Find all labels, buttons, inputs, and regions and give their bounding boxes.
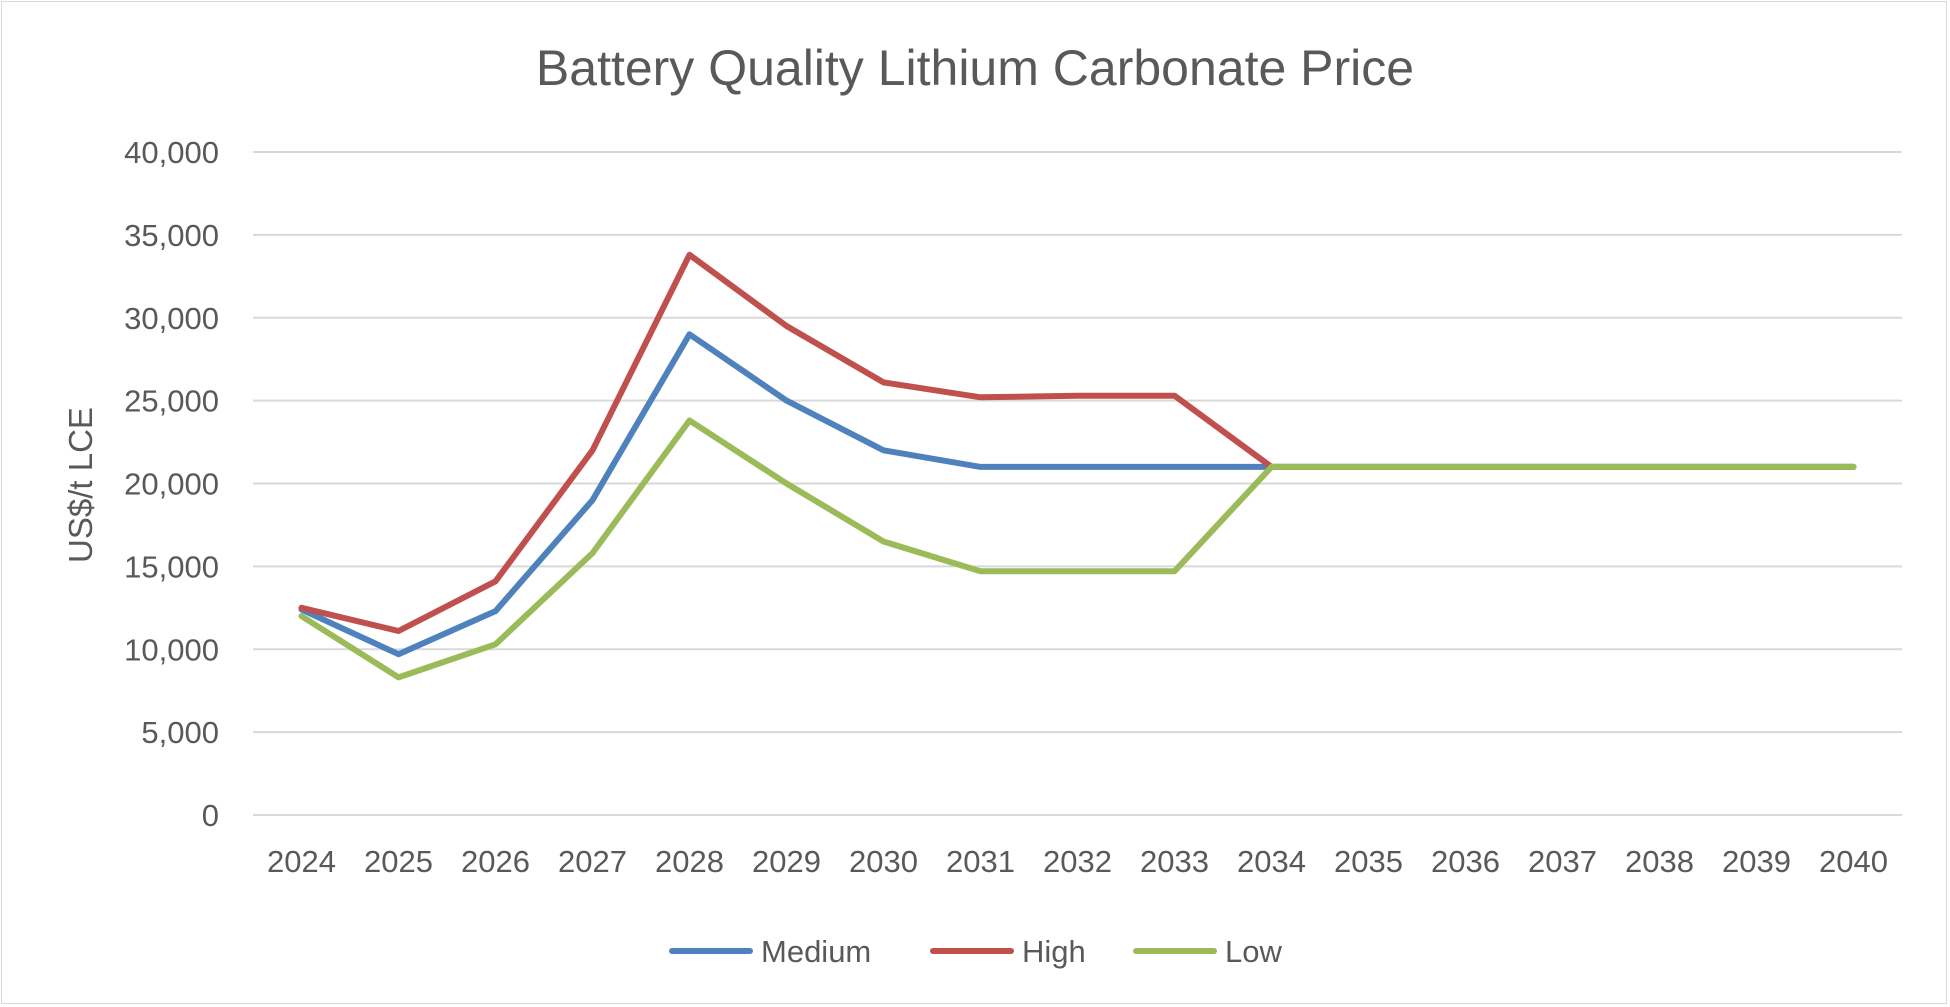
x-tick-label: 2033 xyxy=(1140,844,1209,879)
y-tick-label: 10,000 xyxy=(124,632,219,667)
y-tick-label: 25,000 xyxy=(124,384,219,419)
legend: Medium High Low xyxy=(669,934,1282,969)
y-tick-label: 5,000 xyxy=(141,715,219,750)
x-tick-label: 2035 xyxy=(1334,844,1403,879)
y-axis-label: US$/t LCE xyxy=(62,407,99,563)
x-tick-label: 2031 xyxy=(946,844,1015,879)
gridlines xyxy=(253,151,1902,816)
x-tick-label: 2029 xyxy=(752,844,821,879)
x-tick-label: 2032 xyxy=(1043,844,1112,879)
y-axis-ticks: 0 5,000 10,000 15,000 20,000 25,000 30,000 35,0… xyxy=(124,135,219,833)
chart-title: Battery Quality Lithium Carbonate Price xyxy=(536,40,1414,96)
x-tick-label: 2036 xyxy=(1431,844,1500,879)
y-tick-label: 0 xyxy=(202,798,219,833)
x-tick-label: 2025 xyxy=(364,844,433,879)
x-tick-label: 2028 xyxy=(655,844,724,879)
legend-label-high: High xyxy=(1022,934,1086,969)
y-tick-label: 20,000 xyxy=(124,467,219,502)
legend-label-medium: Medium xyxy=(761,934,871,969)
x-tick-label: 2039 xyxy=(1722,844,1791,879)
x-tick-label: 2038 xyxy=(1625,844,1694,879)
y-tick-label: 35,000 xyxy=(124,218,219,253)
x-tick-label: 2024 xyxy=(267,844,336,879)
x-axis-ticks: 2024 2025 2026 2027 2028 2029 2030 2031 2032 2033… xyxy=(267,844,1888,879)
x-tick-label: 2040 xyxy=(1819,844,1888,879)
series-line-high xyxy=(298,251,1857,634)
x-tick-label: 2037 xyxy=(1528,844,1597,879)
x-tick-label: 2027 xyxy=(558,844,627,879)
series-line-low xyxy=(298,417,1857,681)
y-tick-label: 40,000 xyxy=(124,135,219,170)
y-tick-label: 30,000 xyxy=(124,301,219,336)
x-tick-label: 2026 xyxy=(461,844,530,879)
legend-label-low: Low xyxy=(1225,934,1282,969)
y-tick-label: 15,000 xyxy=(124,549,219,584)
x-tick-label: 2030 xyxy=(849,844,918,879)
series-lines xyxy=(298,251,1857,681)
x-tick-label: 2034 xyxy=(1237,844,1306,879)
